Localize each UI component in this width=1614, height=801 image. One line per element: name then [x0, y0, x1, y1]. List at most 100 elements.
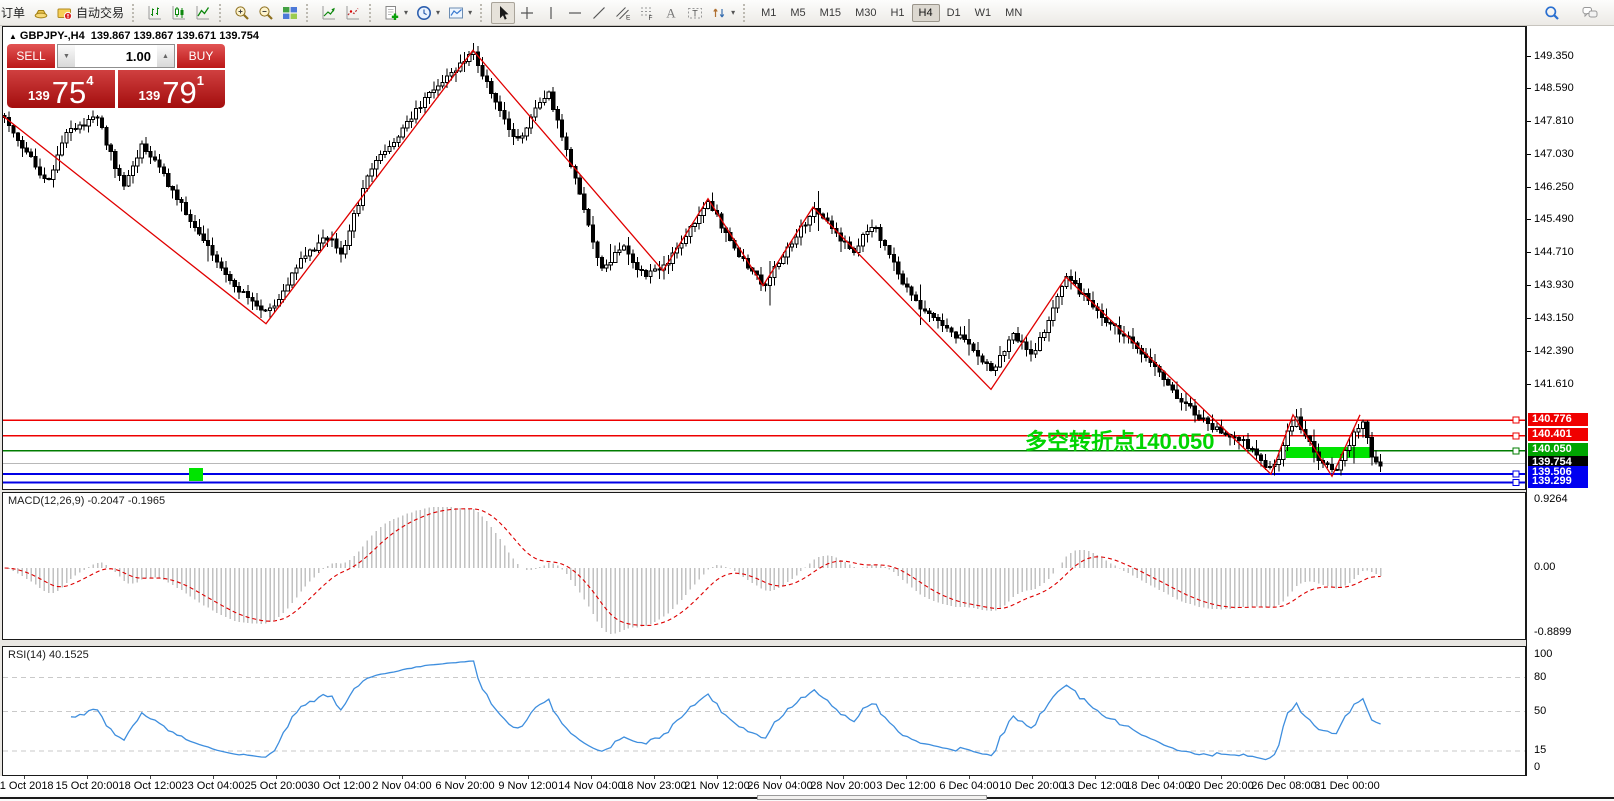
price-tick-label: 141.610 — [1534, 377, 1574, 390]
toolbar-separator — [219, 3, 228, 22]
zigzag-line[interactable] — [3, 49, 1361, 478]
line-chart-button[interactable] — [191, 2, 215, 24]
text-label-button[interactable]: T — [683, 2, 707, 24]
trend-line-button[interactable] — [587, 2, 611, 24]
buy-button[interactable]: BUY — [177, 44, 225, 68]
periods-menu-icon — [416, 5, 432, 21]
time-axis-label: 18 Oct 12:00 — [118, 780, 182, 792]
macd-indicator-panel[interactable]: MACD(12,26,9) -0.2047 -0.1965 — [2, 492, 1526, 640]
buy-price-button[interactable]: 139 79 1 — [117, 70, 225, 108]
volume-increase-button[interactable]: ▲ — [157, 45, 174, 67]
rsi-axis-label: 0 — [1534, 761, 1541, 773]
periods-menu-button[interactable]: ▾ — [412, 2, 444, 24]
timeframe-m30-button[interactable]: M30 — [855, 6, 877, 19]
horizontal-line-icon — [567, 5, 583, 21]
text-button[interactable]: A — [659, 2, 683, 24]
line-endpoint-handle[interactable] — [1512, 432, 1520, 440]
collapse-triangle-icon[interactable]: ▲ — [9, 32, 17, 41]
text-label-icon: T — [687, 5, 703, 21]
price-tick-label: 148.590 — [1534, 81, 1574, 94]
dropdown-caret-icon[interactable]: ▾ — [436, 8, 441, 17]
line-endpoint-handle[interactable] — [1512, 479, 1520, 487]
new-order-main-button[interactable]: 订单 — [0, 2, 29, 24]
time-tick-mark — [87, 776, 88, 779]
sell-price-prefix: 139 — [28, 88, 50, 103]
line-endpoint-handle[interactable] — [1512, 470, 1520, 478]
zoom-out-button[interactable] — [254, 2, 278, 24]
templates-menu-button[interactable]: ▾ — [444, 2, 476, 24]
price-tick-label: 142.390 — [1534, 344, 1574, 357]
candlestick-chart[interactable]: 多空转折点140.050 — [3, 27, 1525, 489]
price-tick-mark — [1527, 55, 1531, 57]
cursor-button[interactable] — [491, 1, 516, 24]
rsi-indicator-panel[interactable]: RSI(14) 40.1525 — [2, 646, 1526, 776]
data-window-button[interactable] — [341, 2, 365, 24]
tile-windows-button[interactable] — [278, 2, 302, 24]
horizontal-scrollbar[interactable] — [0, 795, 1614, 801]
timeframe-w1-button[interactable]: W1 — [974, 6, 992, 19]
timeframe-h4-button[interactable]: H4 — [911, 3, 940, 22]
volume-decrease-button[interactable]: ▼ — [58, 45, 75, 67]
price-axis[interactable]: 149.350 148.590 147.810 147.030 146.250 145.4… — [1526, 26, 1614, 776]
timeframe-m15-button[interactable]: M15 — [819, 6, 842, 19]
time-axis[interactable]: 11 Oct 2018 15 Oct 20:00 18 Oct 12:00 23 Oc… — [0, 776, 1614, 795]
annotation-text[interactable]: 多空转折点140.050 — [1025, 429, 1215, 454]
dropdown-caret-icon[interactable]: ▾ — [468, 8, 473, 17]
main-chart-panel[interactable]: 多空转折点140.050 ▲ GBPJPY-,H4 139.867 139.867 … — [2, 26, 1526, 490]
autotrading-label: 自动交易 — [76, 6, 125, 20]
fibonacci-retracement-button[interactable]: F — [635, 2, 659, 24]
svg-text:A: A — [666, 5, 676, 20]
gold-button[interactable] — [29, 2, 53, 24]
price-tick-mark — [1527, 187, 1531, 189]
arrows-button[interactable]: ▾ — [707, 2, 739, 24]
crosshair-button[interactable] — [515, 2, 539, 24]
price-tick-label: 149.350 — [1534, 49, 1574, 62]
vertical-line-button[interactable] — [539, 2, 563, 24]
green-marker-square[interactable] — [189, 468, 203, 481]
time-tick-mark — [1095, 776, 1096, 779]
symbol-period-label: GBPJPY-,H4 — [19, 30, 85, 42]
timeframe-d1-button[interactable]: D1 — [946, 6, 961, 19]
volume-input[interactable]: 1.00 — [75, 45, 157, 67]
autotrading-button[interactable]: 自动交易 — [53, 2, 128, 24]
scrollbar-thumb[interactable] — [757, 795, 987, 800]
community-chat-button[interactable] — [1578, 2, 1602, 24]
sell-price-button[interactable]: 139 75 4 — [7, 70, 115, 108]
equidistant-channel-button[interactable]: E — [611, 2, 635, 24]
candlestick-chart-button[interactable] — [167, 2, 191, 24]
highlight-rectangle[interactable] — [1286, 447, 1370, 458]
line-endpoint-handle[interactable] — [1512, 416, 1520, 424]
price-tick-mark — [1527, 87, 1531, 89]
macd-chart[interactable] — [3, 493, 1525, 639]
horizontal-line-button[interactable] — [563, 2, 587, 24]
line-endpoint-handle[interactable] — [1512, 447, 1520, 455]
timeframe-mn-button[interactable]: MN — [1005, 6, 1023, 19]
buy-price-pip: 1 — [196, 73, 204, 88]
rsi-chart[interactable] — [3, 647, 1525, 775]
time-tick-mark — [1284, 776, 1285, 779]
zoom-out-icon — [258, 5, 274, 21]
zoom-in-button[interactable] — [230, 2, 254, 24]
time-tick-mark — [402, 776, 403, 779]
indicator-list-button[interactable] — [317, 2, 341, 24]
time-axis-label: 15 Oct 20:00 — [55, 780, 119, 792]
bar-chart-button[interactable] — [143, 2, 167, 24]
arrows-icon — [711, 5, 727, 21]
dropdown-caret-icon[interactable]: ▾ — [731, 8, 736, 17]
time-axis-label: 3 Dec 12:00 — [876, 780, 936, 792]
scrollbar-track-left — [0, 797, 757, 799]
timeframe-h1-button[interactable]: H1 — [890, 6, 905, 19]
dropdown-caret-icon[interactable]: ▾ — [404, 8, 409, 17]
rsi-axis-label: 80 — [1534, 670, 1547, 683]
rsi-line — [70, 660, 1381, 761]
time-axis-label: 20 Dec 20:00 — [1188, 780, 1254, 792]
sell-button[interactable]: SELL — [7, 44, 55, 68]
time-tick-mark — [654, 776, 655, 779]
timeframe-m5-button[interactable]: M5 — [790, 6, 806, 19]
timeframe-m1-button[interactable]: M1 — [761, 6, 777, 19]
price-tick-label: 145.490 — [1534, 213, 1574, 226]
text-icon: A — [663, 5, 679, 21]
search-button[interactable] — [1540, 2, 1564, 24]
new-order-menu-button[interactable]: ▾ — [380, 2, 412, 24]
buy-price-prefix: 139 — [138, 88, 161, 103]
